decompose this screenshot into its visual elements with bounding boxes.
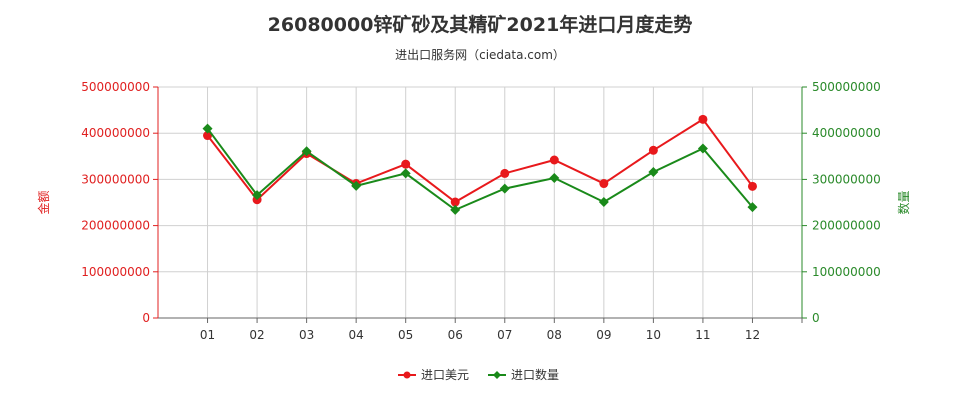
y-tick-label-left: 200000000	[81, 219, 150, 233]
x-tick-label: 05	[398, 328, 413, 342]
y-tick-label-left: 300000000	[81, 172, 150, 186]
x-tick-label: 04	[349, 328, 364, 342]
y-tick-label-left: 500000000	[81, 80, 150, 94]
data-point	[202, 123, 213, 134]
series-amount	[203, 114, 757, 207]
series-line	[206, 127, 754, 212]
data-point	[450, 197, 460, 207]
data-point	[252, 190, 263, 201]
x-tick-label: 01	[200, 328, 215, 342]
y-tick-label-right: 0	[812, 311, 820, 325]
y-axis-label-left: 金额	[36, 190, 51, 214]
x-tick-label: 10	[646, 328, 661, 342]
data-point	[599, 179, 609, 189]
x-tick-label: 07	[497, 328, 512, 342]
data-point	[648, 145, 658, 155]
chart-title: 26080000锌矿砂及其精矿2021年进口月度走势	[267, 14, 693, 36]
data-point	[747, 181, 757, 191]
y-tick-label-left: 100000000	[81, 265, 150, 279]
legend-item-1: 进口数量	[488, 367, 559, 382]
data-point	[500, 168, 510, 178]
chart-subtitle: 进出口服务网（ciedata.com）	[395, 48, 565, 62]
y-tick-label-right: 100000000	[812, 265, 881, 279]
data-point	[648, 167, 659, 178]
x-tick-label: 06	[448, 328, 463, 342]
data-point	[401, 159, 411, 169]
x-tick-label: 12	[745, 328, 760, 342]
y-axis-label-right: 数量	[896, 190, 911, 214]
x-tick-label: 03	[299, 328, 314, 342]
data-point	[499, 183, 510, 194]
axes-layer: 0 0 100000000 100000000 200000000 200000000 30…	[81, 80, 880, 342]
data-point	[400, 168, 411, 179]
x-tick-label: 02	[249, 328, 264, 342]
y-tick-label-right: 200000000	[812, 219, 881, 233]
data-point	[549, 173, 560, 184]
data-point	[351, 180, 362, 191]
series-line	[206, 118, 754, 204]
legend-marker	[493, 371, 501, 379]
data-point	[698, 114, 708, 124]
data-point	[697, 143, 708, 154]
y-tick-label-left: 0	[142, 311, 150, 325]
y-tick-label-left: 400000000	[81, 126, 150, 140]
y-tick-label-right: 400000000	[812, 126, 881, 140]
legend-marker	[403, 371, 411, 379]
data-point	[301, 146, 312, 157]
x-tick-label: 09	[596, 328, 611, 342]
x-tick-label: 11	[695, 328, 710, 342]
series-quantity	[202, 123, 758, 215]
data-point	[747, 202, 758, 213]
legend-item-0: 进口美元	[398, 368, 469, 382]
data-point	[598, 197, 609, 208]
x-tick-label: 08	[547, 328, 562, 342]
legend-label: 进口美元	[421, 368, 469, 382]
data-point	[549, 155, 559, 165]
data-point	[450, 204, 461, 215]
y-tick-label-right: 500000000	[812, 80, 881, 94]
legend: 进口美元 进口数量	[398, 367, 559, 382]
legend-label: 进口数量	[511, 367, 559, 382]
y-tick-label-right: 300000000	[812, 172, 881, 186]
series-layer	[202, 114, 758, 215]
